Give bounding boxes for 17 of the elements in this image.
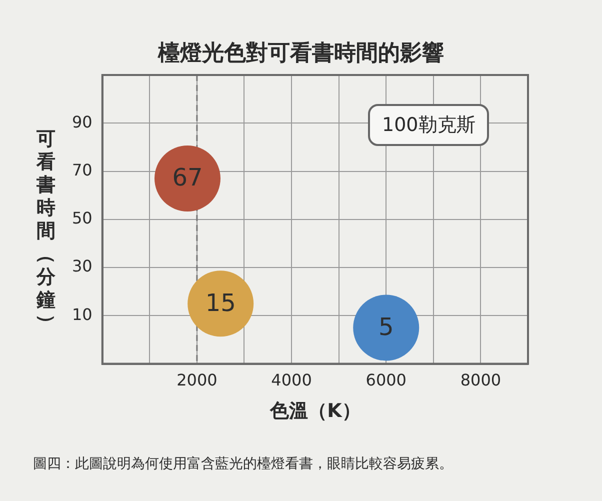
annotation: 100勒克斯 [368, 104, 490, 146]
x-tick-label: 6000 [366, 370, 406, 390]
y-tick-label: 10 [72, 304, 92, 324]
x-tick-label: 8000 [460, 370, 502, 390]
y-tick-label: 50 [72, 208, 92, 228]
text: 可看書時間（分鐘） [36, 128, 58, 333]
text: 圖四：此圖說明為何使用富含藍光的檯燈看書，眼睛比較容易疲累。 [33, 455, 453, 473]
y-tick-label: 90 [72, 112, 92, 132]
x-tick-label: 2000 [176, 370, 218, 390]
data-label: 67 [172, 164, 203, 192]
y-tick-label: 30 [72, 256, 92, 276]
x-tick-label: 4000 [271, 370, 312, 390]
data-label: 15 [205, 288, 236, 317]
x-axis-title: 色溫（K） [268, 399, 362, 424]
data-label: 5 [378, 312, 394, 341]
y-tick-label: 70 [72, 160, 92, 180]
chart-title: 檯燈光色對可看書時間的影響 [156, 40, 445, 68]
